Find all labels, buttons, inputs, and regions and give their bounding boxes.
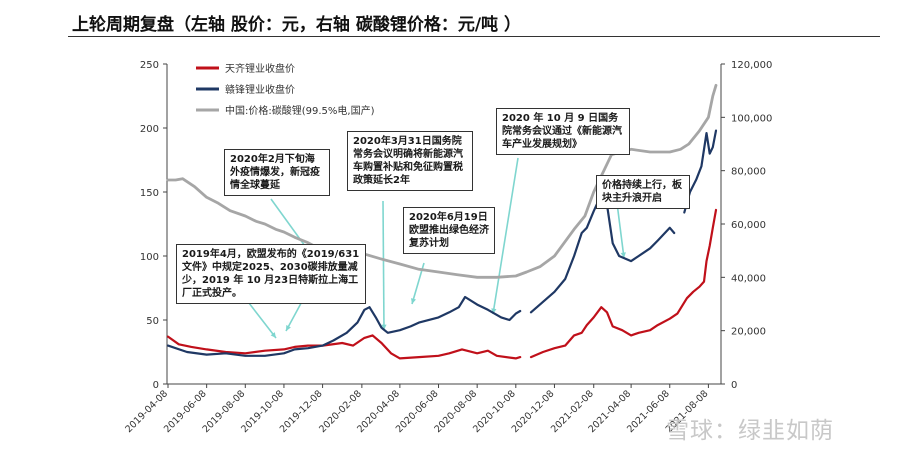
annotation-nev-subsidy: 2020年3月31日国务院常务会议明确将新能源汽车购置补贴和免征购置税政策延长2… (347, 131, 473, 191)
connector-arrowhead (620, 252, 626, 258)
title-divider (68, 36, 880, 37)
annotation-price-uptrend: 价格持续上行，板块主升浪开启 (596, 175, 690, 209)
right-axis-tick-label: 100,000 (731, 113, 772, 124)
right-axis-tick-label: 0 (731, 380, 737, 391)
watermark-text: 雪球：绿韭如荫 (666, 418, 834, 444)
series-line-5 (166, 83, 718, 279)
connector-arrowhead (491, 308, 497, 314)
connector-arrowhead (270, 332, 276, 338)
legend-label: 赣锋锂业收盘价 (225, 83, 295, 96)
left-axis-tick-label: 0 (153, 380, 159, 391)
annotation-eu-regulation: 2019年4月，欧盟发布的《2019/631文件》中规定2025、2030碳排放… (176, 244, 366, 304)
connector-arrowhead (381, 324, 387, 330)
right-axis-tick-label: 120,000 (731, 60, 772, 71)
right-axis-tick-label: 40,000 (731, 273, 766, 284)
connector-line (616, 202, 625, 259)
connector-line (492, 157, 519, 315)
annotation-eu-recovery: 2020年6月19日欧盟推出绿色经济复苏计划 (403, 207, 495, 254)
right-axis-tick-label: 80,000 (731, 167, 766, 178)
page-title: 上轮周期复盘（左轴 股价：元，右轴 碳酸锂价格：元/吨 ） (72, 15, 521, 35)
left-axis-tick-label: 200 (140, 124, 159, 135)
connector-arrowhead (411, 298, 417, 304)
series-line-0 (166, 334, 522, 360)
left-axis-tick-label: 50 (146, 316, 159, 327)
connector-arrowhead (286, 325, 291, 331)
annotation-pandemic: 2020年2月下旬海外疫情爆发，新冠疫情全球蔓延 (224, 149, 330, 196)
legend-label: 中国:价格:碳酸锂(99.5%电,国产) (225, 104, 375, 117)
right-axis-tick-label: 20,000 (731, 327, 766, 338)
legend-label: 天齐锂业收盘价 (225, 62, 295, 75)
series-line-1 (529, 208, 718, 359)
left-axis-tick-label: 100 (140, 252, 159, 263)
series-line-4 (683, 129, 718, 214)
left-axis-tick-label: 150 (140, 188, 159, 199)
series-line-2 (166, 295, 522, 357)
annotation-connectors (241, 157, 626, 339)
series-line-3 (529, 193, 676, 314)
right-axis-tick-label: 60,000 (731, 220, 766, 231)
annotation-nev-plan: 2020 年 10 月 9 日国务院常务会议通过《新能源汽车产业发展规划》 (496, 108, 630, 155)
connector-line (382, 200, 385, 331)
left-axis-tick-label: 250 (140, 60, 159, 71)
